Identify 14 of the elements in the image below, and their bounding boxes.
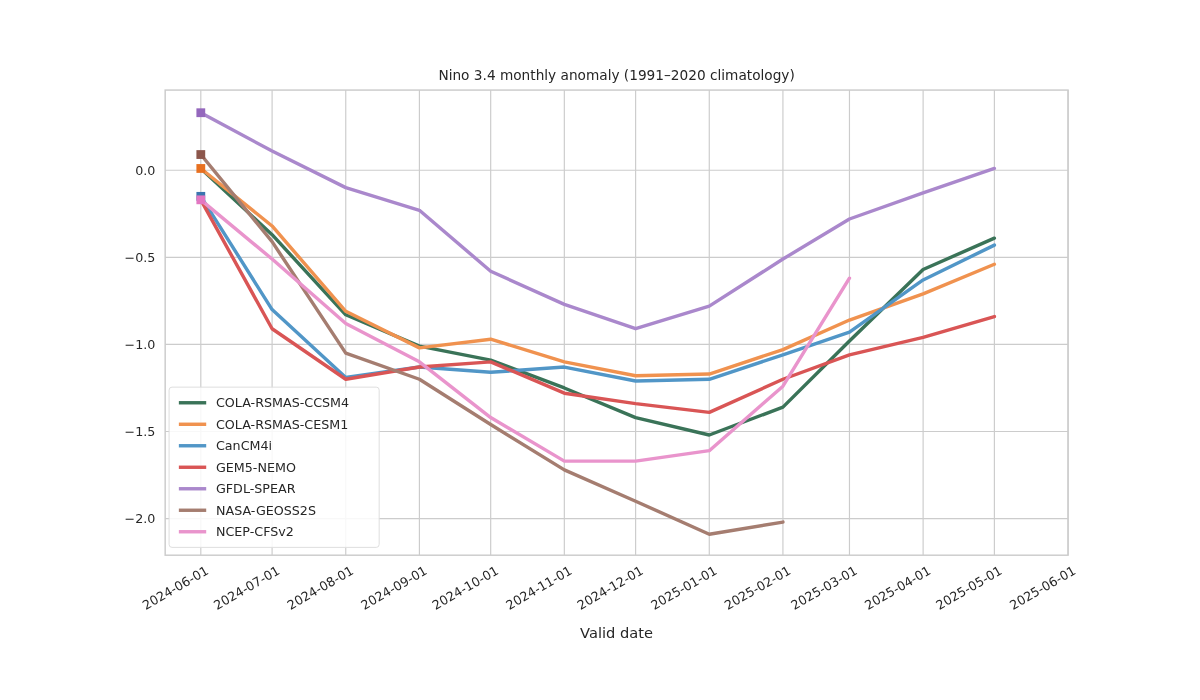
legend-label: COLA-RSMAS-CCSM4 bbox=[215, 395, 350, 411]
x-axis-title: Valid date bbox=[580, 624, 654, 642]
y-tick-label: −1.5 bbox=[124, 424, 156, 440]
legend-label: GFDL-SPEAR bbox=[215, 481, 296, 497]
y-tick-label: −2.0 bbox=[124, 511, 156, 527]
legend-label: NCEP-CFSv2 bbox=[215, 524, 294, 540]
legend-label: GEM5-NEMO bbox=[215, 459, 296, 475]
y-tick-label: 0.0 bbox=[135, 162, 156, 178]
y-tick-label: −0.5 bbox=[124, 249, 156, 265]
y-tick-label: −1.0 bbox=[124, 336, 156, 352]
legend-label: COLA-RSMAS-CESM1 bbox=[215, 416, 349, 432]
chart-title: Nino 3.4 monthly anomaly (1991–2020 climatology) bbox=[438, 67, 795, 84]
legend-label: CanCM4i bbox=[215, 438, 273, 454]
legend-label: NASA-GEOSS2S bbox=[215, 502, 316, 518]
